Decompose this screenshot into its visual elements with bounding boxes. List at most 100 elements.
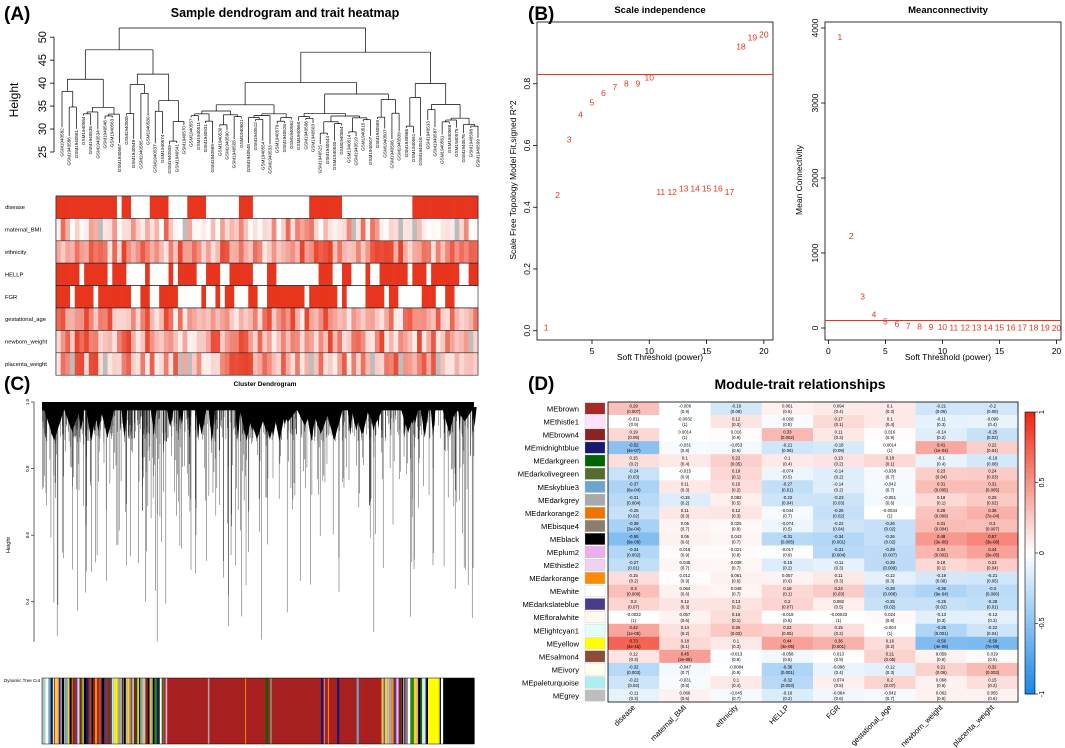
a-heat-cell <box>215 330 221 353</box>
d-cell-r: 0.34 <box>937 547 946 552</box>
d-cell-p: (0.9) <box>732 435 741 440</box>
d-heat-cell <box>915 623 967 637</box>
b2-point-label: 18 <box>1029 323 1039 333</box>
a-heat-cell <box>220 285 226 308</box>
d-heat-cell <box>966 402 1019 416</box>
a-heat-cell <box>149 218 155 241</box>
panel-c-title: Cluster Dendrogram <box>234 381 297 388</box>
a-heat-cell <box>65 263 71 286</box>
d-cell-r: -0.22 <box>987 625 997 630</box>
a-heat-cell <box>332 330 338 353</box>
a-heat-cell <box>356 240 362 264</box>
a-heat-cell <box>440 263 446 286</box>
d-heat-cell <box>659 454 711 468</box>
d-cell-r: 0.48 <box>937 534 946 539</box>
d-cell-p: (0.3) <box>680 487 689 492</box>
c-bar-segment <box>154 678 157 744</box>
d-module-label: MEdarkorange <box>529 574 579 583</box>
d-cell-r: -0.00033 <box>830 612 848 617</box>
a-heat-cell <box>60 308 66 331</box>
d-heat-cell <box>710 506 762 520</box>
b1-point-label: 11 <box>656 187 665 197</box>
d-cell-r: -0.35 <box>936 625 946 630</box>
d-cell-p: (0.4) <box>732 683 741 688</box>
d-heat-cell <box>659 649 711 664</box>
a-heat-cell <box>398 330 404 353</box>
panel-b1-xlabel: Soft Threshold (power) <box>617 352 703 362</box>
c-bar-segment <box>399 678 401 744</box>
c-bar-segment <box>74 678 76 744</box>
c-bar-segment <box>385 678 388 744</box>
b1-xtick-label: 5 <box>590 346 595 356</box>
d-cell-r: -0.044 <box>781 508 794 513</box>
c-bar-segment <box>405 678 408 744</box>
b1-xtick-label: 20 <box>759 346 769 356</box>
d-cell-r: 0.15 <box>629 456 638 461</box>
c-bar-segment <box>425 678 427 744</box>
c-bar-segment <box>161 678 163 744</box>
b1-point-label: 2 <box>555 190 560 200</box>
a-heat-cell <box>229 308 235 331</box>
d-cell-p: (0.3) <box>937 422 946 427</box>
c-bar-segment <box>311 678 314 744</box>
a-heat-cell <box>473 330 479 353</box>
a-heat-cell <box>107 330 113 353</box>
d-heat-cell <box>608 649 660 664</box>
a-heat-cell <box>145 330 151 353</box>
d-cell-p: (0.2) <box>783 696 792 701</box>
c-bar-segment <box>207 678 210 744</box>
c-bar-segment <box>372 678 374 744</box>
c-bar-segment <box>119 678 123 744</box>
a-heat-cell <box>229 352 235 376</box>
a-heat-cell <box>149 352 155 376</box>
panel-label-d: (D) <box>528 374 555 395</box>
d-heat-cell <box>864 662 916 677</box>
c-bar-segment <box>389 678 392 744</box>
c-dendro-cluster <box>325 406 344 441</box>
d-heat-cell <box>761 428 814 442</box>
a-heat-cell <box>388 330 394 353</box>
d-heat-cell <box>864 571 916 585</box>
c-bar-segment <box>77 678 79 744</box>
a-heat-cell <box>206 308 212 331</box>
d-heat-cell <box>710 688 762 703</box>
a-heat-cell <box>257 285 263 308</box>
d-cell-p: (0.1) <box>937 500 946 505</box>
a-heat-cell <box>65 285 71 308</box>
a-heat-cell <box>145 196 151 219</box>
d-heat-cell <box>966 441 1019 455</box>
a-heat-cell <box>398 285 404 308</box>
d-cell-r: 0.21 <box>937 664 946 669</box>
a-heat-cell <box>267 263 272 286</box>
a-heat-cell <box>224 263 230 286</box>
a-heat-cell <box>351 263 357 286</box>
d-cell-r: 0.021 <box>731 547 742 552</box>
a-heat-cell <box>398 196 404 219</box>
d-module-label: MEblack <box>550 535 579 544</box>
a-heat-cell <box>407 330 413 353</box>
a-heat-cell <box>342 218 348 241</box>
c-bar-segment <box>86 678 89 744</box>
c-bar-segment <box>253 678 255 744</box>
c-bar-segment <box>99 678 101 744</box>
a-sample-label: GSM1940537 <box>153 144 158 173</box>
a-heat-cell <box>337 240 343 264</box>
d-cell-r: -0.031 <box>679 443 692 448</box>
a-sample-label: GSM1940508 <box>124 116 129 145</box>
d-cell-r: 0.025 <box>731 521 742 526</box>
a-heat-cell <box>388 263 394 286</box>
c-dendro-cluster <box>352 406 367 428</box>
d-column-label: newborn_weight <box>899 702 945 748</box>
a-heat-cell <box>196 218 202 241</box>
d-cell-p: (0.1) <box>680 644 689 649</box>
a-heat-cell <box>215 218 221 241</box>
a-heat-cell <box>187 352 193 376</box>
d-cell-p: (0.02) <box>884 605 896 610</box>
a-heat-cell <box>243 285 249 308</box>
d-cell-r: 0.066 <box>679 690 690 695</box>
a-heat-cell <box>135 352 141 376</box>
a-heat-cell <box>290 308 296 331</box>
d-cell-p: (7e-04) <box>985 513 999 518</box>
a-trait-label: ethnicity <box>5 250 26 256</box>
c-bar-segment <box>137 678 140 744</box>
